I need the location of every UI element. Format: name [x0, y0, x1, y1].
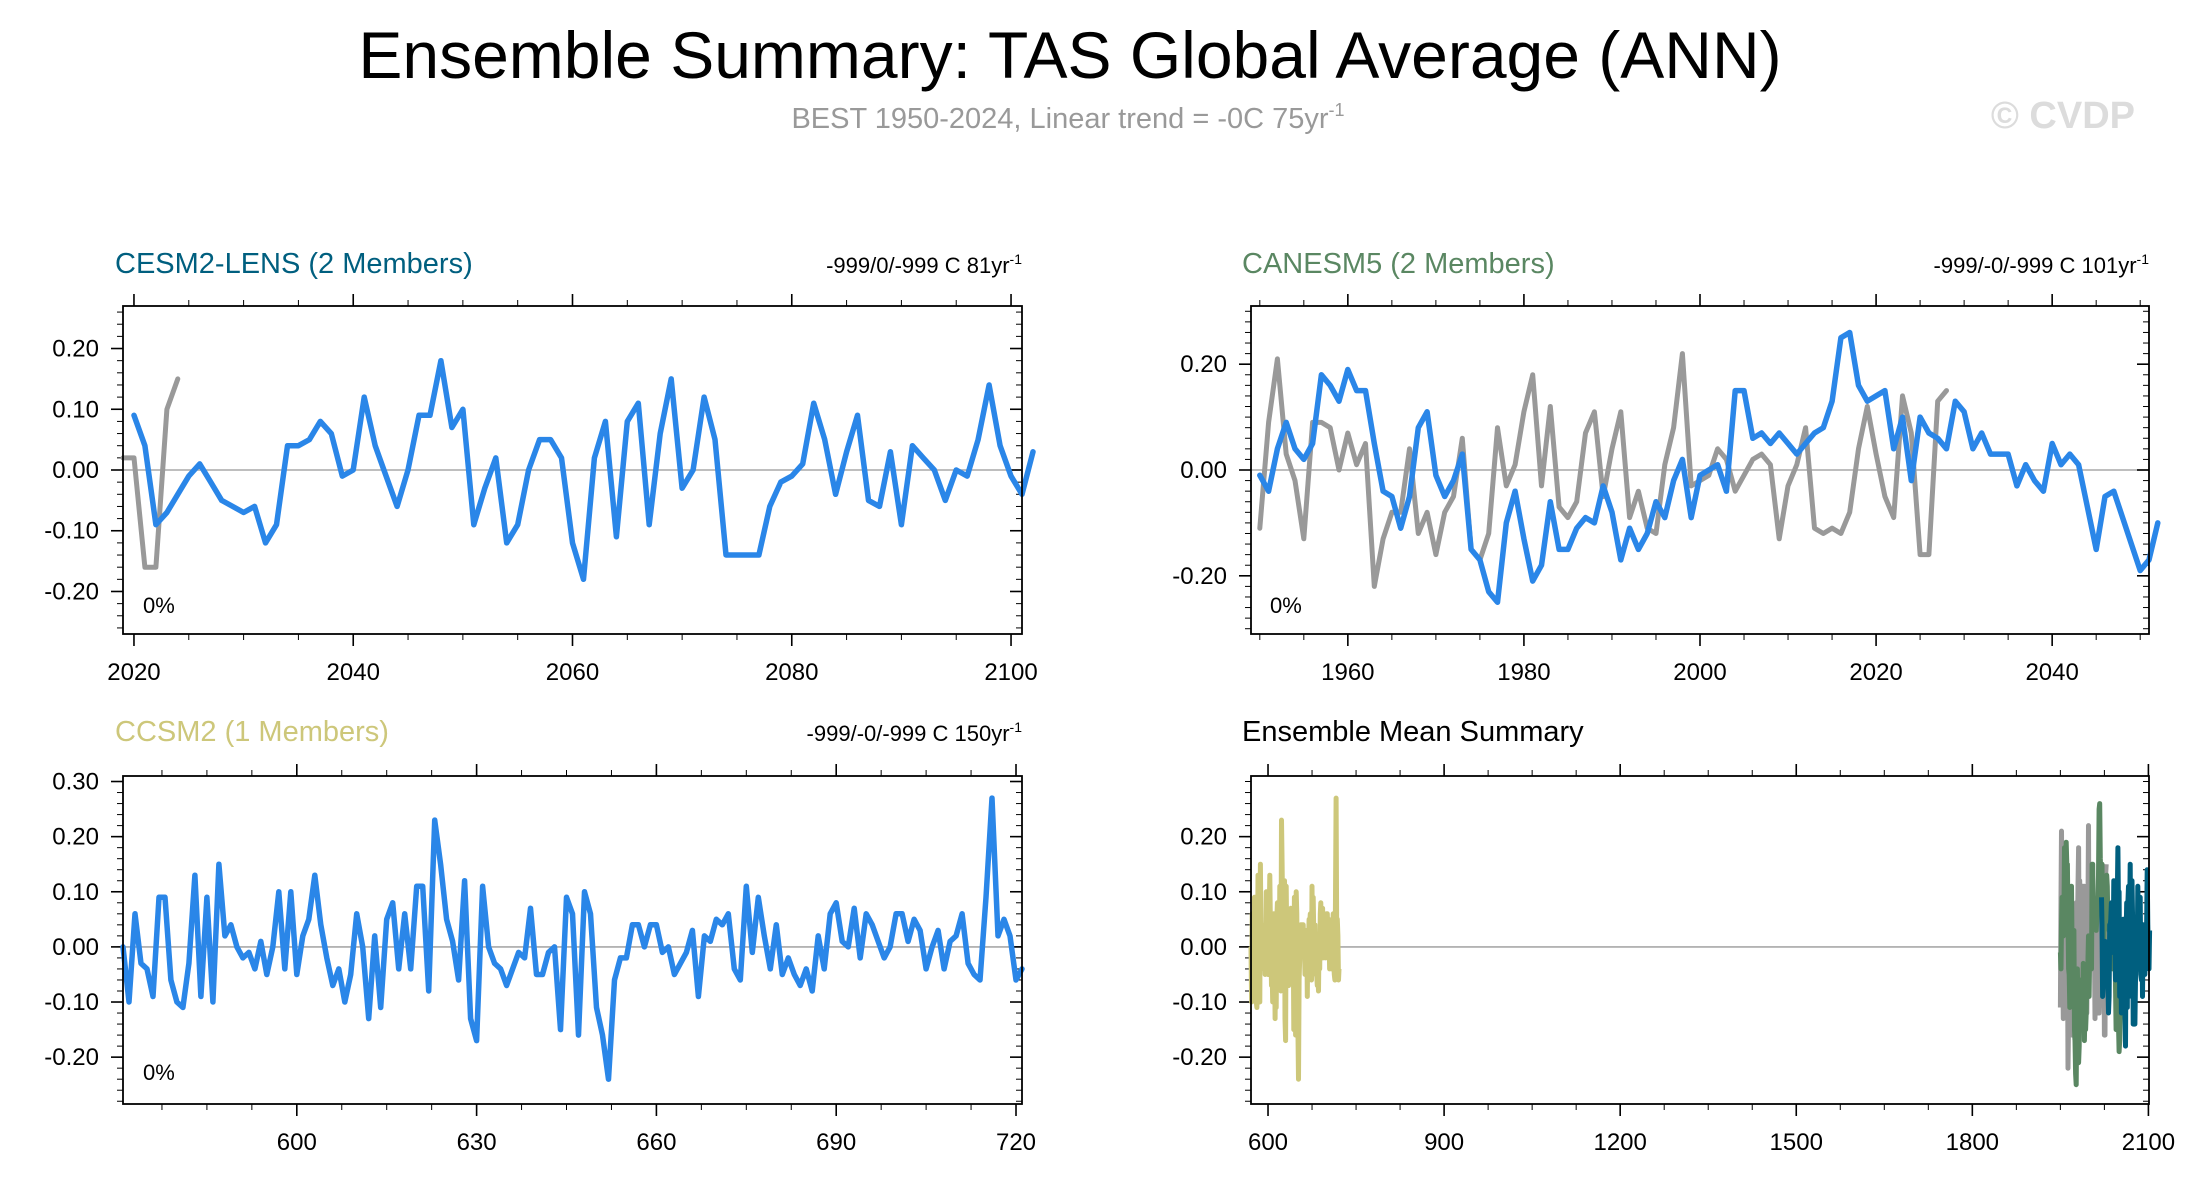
x-tick-label: 1500: [1770, 1129, 1823, 1156]
x-tick-label: 2040: [2025, 659, 2078, 686]
panel-title: CESM2-LENS (2 Members): [115, 248, 473, 280]
y-tick-label: 0.20: [52, 824, 99, 851]
y-tick-label: 0.20: [1180, 351, 1227, 378]
plot-area: 0.20 0.00 -0.20 1960 1980 2000 2020 2040: [1172, 294, 2161, 686]
plot-area: 0.20 0.10 0.00 -0.10 -0.20 600 900 1200 1500 1800…: [1172, 764, 2175, 1156]
panel-stat: -999/-0/-999 C 101yr-1: [1934, 251, 2150, 278]
y-tick-label: 0.00: [1180, 457, 1227, 484]
plot-frame: [1250, 775, 2150, 1105]
x-tick-label: 2020: [1849, 659, 1902, 686]
panel-cesm2-lens: CESM2-LENS (2 Members) -999/0/-999 C 81y…: [44, 248, 1037, 686]
percent-label: 0%: [1270, 593, 1302, 618]
figure-subtitle-sup: -1: [1329, 100, 1345, 120]
y-tick-label: 0.20: [1180, 824, 1227, 851]
panel-title: Ensemble Mean Summary: [1242, 716, 1584, 748]
x-tick-label: 1200: [1593, 1129, 1646, 1156]
panel-title: CCSM2 (1 Members): [115, 716, 389, 748]
percent-label: 0%: [143, 1060, 175, 1085]
plot-frame: [122, 305, 1023, 635]
panel-canesm5: CANESM5 (2 Members) -999/-0/-999 C 101yr…: [1172, 248, 2161, 686]
panel-stat: -999/-0/-999 C 150yr-1: [807, 719, 1023, 746]
x-tick-label: 2040: [327, 659, 380, 686]
panel-stat-text: -999/-0/-999 C 101yr: [1934, 253, 2137, 278]
ensemble-series-line: [1248, 795, 1342, 1082]
y-tick-label: -0.20: [1172, 1044, 1227, 1071]
figure-subtitle: BEST 1950-2024, Linear trend = -0C 75yr-…: [791, 100, 1344, 135]
member-series-line: [131, 357, 1036, 583]
panel-stat-sup: -1: [1010, 719, 1023, 735]
y-tick-label: 0.00: [52, 457, 99, 484]
panel-stat: -999/0/-999 C 81yr-1: [826, 251, 1022, 278]
plot-frame: [122, 775, 1023, 1105]
x-tick-label: 2080: [765, 659, 818, 686]
y-tick-label: 0.20: [52, 336, 99, 363]
panel-stat-sup: -1: [1010, 251, 1023, 267]
x-tick-label: 2060: [546, 659, 599, 686]
y-tick-label: -0.20: [44, 1044, 99, 1071]
x-tick-label: 2000: [1673, 659, 1726, 686]
panel-stat-text: -999/-0/-999 C 150yr: [807, 721, 1010, 746]
panel-ensemble-mean: Ensemble Mean Summary 0.20 0.10 0.00 -0.10 -…: [1172, 716, 2175, 1156]
x-tick-label: 1960: [1321, 659, 1374, 686]
x-tick-label: 900: [1424, 1129, 1464, 1156]
y-tick-label: -0.20: [44, 578, 99, 605]
plot-frame: [1250, 305, 2150, 635]
y-tick-label: 0.10: [52, 879, 99, 906]
plot-area: 0.30 0.20 0.10 0.00 -0.10 -0.20 600 630 660 690 72…: [44, 764, 1036, 1156]
x-tick-label: 1980: [1497, 659, 1550, 686]
x-tick-label: 2100: [2122, 1129, 2175, 1156]
observed-series-line: [120, 376, 181, 570]
y-tick-label: 0.10: [52, 396, 99, 423]
x-tick-label: 600: [277, 1129, 317, 1156]
panel-stat-text: -999/0/-999 C 81yr: [826, 253, 1009, 278]
y-tick-label: -0.10: [1172, 989, 1227, 1016]
x-tick-label: 720: [996, 1129, 1036, 1156]
watermark: © CVDP: [1991, 95, 2135, 137]
y-tick-label: 0.00: [1180, 934, 1227, 961]
figure-subtitle-text: BEST 1950-2024, Linear trend = -0C 75yr: [791, 103, 1328, 135]
figure-title: Ensemble Summary: TAS Global Average (AN…: [358, 18, 1781, 92]
y-tick-label: 0.00: [52, 934, 99, 961]
x-tick-label: 1800: [1946, 1129, 1999, 1156]
y-tick-label: -0.10: [44, 518, 99, 545]
panel-stat-sup: -1: [2137, 251, 2150, 267]
ensemble-series-line: [2099, 845, 2153, 1049]
y-tick-label: 0.10: [1180, 879, 1227, 906]
x-tick-label: 2020: [107, 659, 160, 686]
percent-label: 0%: [143, 593, 175, 618]
panel-title: CANESM5 (2 Members): [1242, 248, 1555, 280]
x-tick-label: 600: [1248, 1129, 1288, 1156]
x-tick-label: 2100: [984, 659, 1037, 686]
y-tick-label: 0.30: [52, 769, 99, 796]
x-tick-label: 690: [816, 1129, 856, 1156]
y-tick-label: -0.20: [1172, 563, 1227, 590]
x-tick-label: 630: [457, 1129, 497, 1156]
x-tick-label: 660: [636, 1129, 676, 1156]
plot-area: 0.20 0.10 0.00 -0.10 -0.20 2020 2040 2060 2080 21…: [44, 294, 1038, 686]
y-tick-label: -0.10: [44, 989, 99, 1016]
panel-ccsm2: CCSM2 (1 Members) -999/-0/-999 C 150yr-1…: [44, 716, 1036, 1156]
member-series-line: [1257, 329, 2161, 606]
member-series-line: [120, 795, 1025, 1082]
